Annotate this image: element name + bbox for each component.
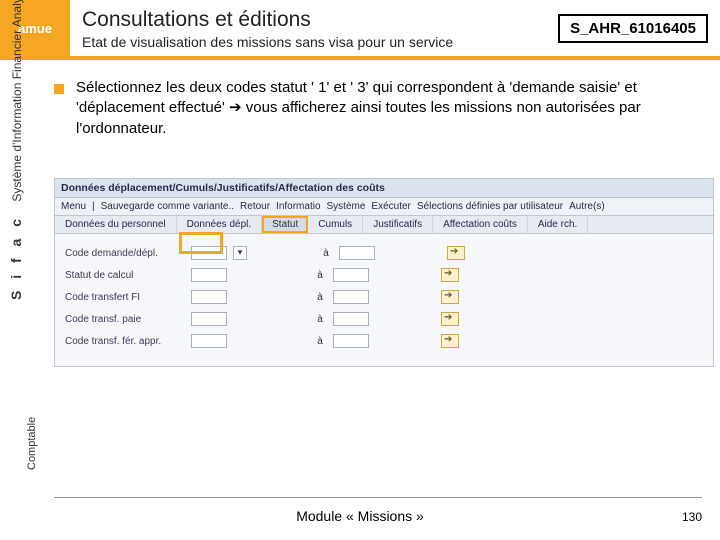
bullet-text: Sélectionnez les deux codes statut ' 1' … [76,78,710,139]
toolbar-back[interactable]: Retour [240,201,270,212]
header-bar: amue Consultations et éditions Etat de v… [0,0,720,60]
field-input-to[interactable] [333,312,369,326]
field-input-from[interactable] [191,290,227,304]
field-label: Code transfert FI [65,292,185,303]
field-input-from[interactable] [191,334,227,348]
toolbar-sys[interactable]: Système [327,201,366,212]
toolbar-info[interactable]: Informatio [276,201,320,212]
sap-window-title: Données déplacement/Cumuls/Justificatifs… [55,179,713,198]
field-input-to[interactable] [333,334,369,348]
form-row: Code transf. fér. appr. à [65,330,703,352]
multi-select-icon[interactable] [447,246,465,260]
tab-aide[interactable]: Aide rch. [528,216,588,233]
value-help-icon[interactable]: ▾ [233,246,247,260]
tab-justif[interactable]: Justificatifs [363,216,433,233]
content-area: Sélectionnez les deux codes statut ' 1' … [54,78,710,139]
toolbar-other[interactable]: Autre(s) [569,201,605,212]
footer-module: Module « Missions » [0,508,720,524]
field-label: Code demande/dépl. [65,248,185,259]
sap-tabstrip: Données du personnel Données dépl. Statu… [55,216,713,234]
footer-divider [54,497,702,498]
to-label: à [319,248,333,259]
field-input-to[interactable] [333,290,369,304]
multi-select-icon[interactable] [441,312,459,326]
tab-personnel[interactable]: Données du personnel [55,216,177,233]
tab-cumuls[interactable]: Cumuls [308,216,363,233]
multi-select-icon[interactable] [441,290,459,304]
field-input-from[interactable] [191,246,227,260]
to-label: à [313,292,327,303]
sap-screenshot: Données déplacement/Cumuls/Justificatifs… [54,178,714,367]
toolbar-save[interactable]: Sauvegarde comme variante.. [101,201,234,212]
bullet-icon [54,84,64,94]
header-text: Consultations et éditions Etat de visual… [70,0,558,56]
sap-toolbar: Menu | Sauvegarde comme variante.. Retou… [55,198,713,216]
field-input-to[interactable] [339,246,375,260]
field-input-to[interactable] [333,268,369,282]
sifac-desc: Système d'Information Financier Analytiq… [10,0,24,202]
field-input-from[interactable] [191,268,227,282]
sifac-label: S i f a c [8,215,24,300]
tab-statut[interactable]: Statut [262,216,308,233]
toolbar-sel[interactable]: Sélections définies par utilisateur [417,201,563,212]
form-row: Statut de calcul à [65,264,703,286]
tab-depl[interactable]: Données dépl. [177,216,263,233]
field-label: Statut de calcul [65,270,185,281]
tab-affect[interactable]: Affectation coûts [433,216,528,233]
toolbar-menu[interactable]: Menu [61,201,86,212]
field-label: Code transf. fér. appr. [65,336,185,347]
form-row: Code transf. paie à [65,308,703,330]
toolbar-exec[interactable]: Exécuter [371,201,410,212]
page-number: 130 [682,510,702,524]
side-caption: S i f a c Système d'Information Financie… [8,0,24,300]
to-label: à [313,314,327,325]
page-subtitle: Etat de visualisation des missions sans … [82,34,546,50]
form-row: Code demande/dépl. ▾ à [65,242,703,264]
multi-select-icon[interactable] [441,268,459,282]
multi-select-icon[interactable] [441,334,459,348]
to-label: à [313,336,327,347]
form-row: Code transfert FI à [65,286,703,308]
field-label: Code transf. paie [65,314,185,325]
field-input-from[interactable] [191,312,227,326]
page-title: Consultations et éditions [82,8,546,32]
bullet-item: Sélectionnez les deux codes statut ' 1' … [54,78,710,139]
transaction-code: S_AHR_61016405 [558,14,708,43]
side-caption-2: Comptable [26,417,38,470]
sap-form: Code demande/dépl. ▾ à Statut de calcul … [55,234,713,366]
to-label: à [313,270,327,281]
